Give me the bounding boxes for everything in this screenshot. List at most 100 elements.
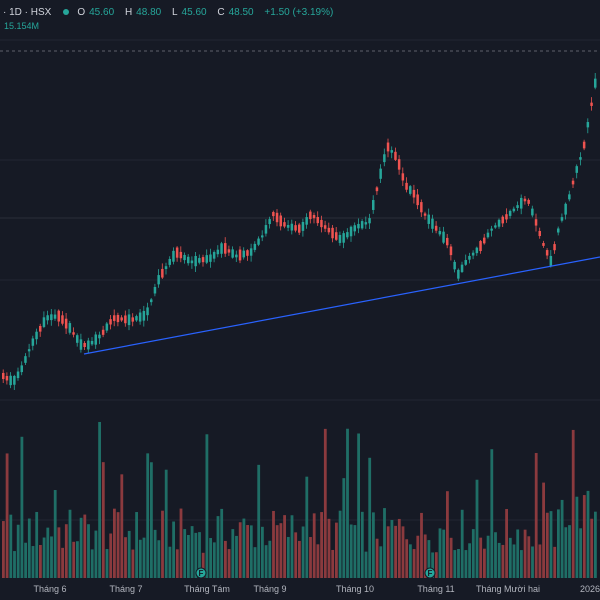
event-badge[interactable]: F [424,567,436,579]
candle[interactable] [309,209,312,224]
candle[interactable] [64,313,68,335]
candle[interactable] [105,321,109,333]
candle[interactable] [312,212,316,224]
candle[interactable] [586,118,590,134]
candle[interactable] [412,184,416,204]
candle[interactable] [542,240,545,248]
candle[interactable] [320,215,323,233]
candle[interactable] [405,177,408,193]
candle[interactable] [31,335,35,351]
candle[interactable] [335,227,338,241]
candle[interactable] [209,248,212,268]
candle[interactable] [394,147,397,162]
candle[interactable] [231,246,234,259]
candle[interactable] [90,337,94,346]
candle[interactable] [94,331,98,349]
candle[interactable] [83,341,86,351]
candle[interactable] [20,361,24,376]
candle[interactable] [175,246,179,262]
candle[interactable] [190,256,194,269]
candle[interactable] [27,343,31,358]
candle[interactable] [198,254,201,265]
candle[interactable] [16,367,20,381]
candle[interactable] [571,177,575,189]
candle[interactable] [76,333,79,347]
candle[interactable] [520,194,523,215]
candle[interactable] [13,374,16,390]
candle[interactable] [101,325,105,338]
candle[interactable] [24,353,27,366]
candle[interactable] [316,211,320,226]
candle[interactable] [183,252,186,264]
candle[interactable] [505,208,508,223]
candle[interactable] [512,206,516,213]
candle[interactable] [249,243,253,262]
candle[interactable] [5,372,9,385]
candle[interactable] [590,97,593,111]
candle[interactable] [494,222,497,229]
candle[interactable] [475,246,479,256]
candle[interactable] [172,247,175,265]
candle[interactable] [582,139,586,151]
candle[interactable] [286,220,290,232]
candle[interactable] [486,229,490,239]
candle[interactable] [531,205,534,218]
candle[interactable] [220,241,223,258]
candle[interactable] [579,152,582,166]
candle[interactable] [501,215,505,228]
candle[interactable] [349,225,353,242]
candle[interactable] [446,233,449,249]
candle[interactable] [290,219,294,235]
candle[interactable] [131,313,135,327]
candle[interactable] [98,331,101,345]
candle[interactable] [242,247,246,260]
candle[interactable] [390,146,394,159]
candle[interactable] [224,237,227,257]
candle[interactable] [423,211,427,220]
candle[interactable] [275,209,279,227]
candle[interactable] [379,164,382,183]
candle[interactable] [46,310,49,325]
candle[interactable] [35,328,38,345]
candle[interactable] [460,261,464,274]
candle[interactable] [523,196,527,205]
candle[interactable] [116,312,120,327]
candle[interactable] [508,209,512,219]
candle[interactable] [261,230,264,242]
candle[interactable] [120,315,123,322]
candle[interactable] [253,241,257,253]
candle[interactable] [490,225,493,237]
candle[interactable] [50,308,53,326]
candle[interactable] [53,309,57,321]
candle[interactable] [305,213,308,229]
candle[interactable] [434,221,438,234]
candle[interactable] [564,202,567,220]
candle[interactable] [187,254,190,266]
candle[interactable] [298,222,301,236]
candle[interactable] [212,250,216,263]
candle[interactable] [453,259,456,273]
candle[interactable] [87,337,90,354]
candle[interactable] [338,231,342,246]
candle[interactable] [153,283,157,297]
candle[interactable] [157,269,160,288]
candle[interactable] [557,226,560,236]
candle[interactable] [409,184,412,196]
candle[interactable] [372,195,375,214]
candle[interactable] [449,243,453,261]
candle[interactable] [279,212,283,231]
candle[interactable] [457,268,460,282]
candle[interactable] [216,245,220,258]
candle[interactable] [342,230,345,249]
candle[interactable] [479,239,482,254]
candle[interactable] [383,148,386,167]
candle[interactable] [549,250,553,268]
candle[interactable] [227,245,231,256]
candle[interactable] [194,252,197,272]
candle[interactable] [238,246,242,264]
candle[interactable] [235,250,238,262]
candle[interactable] [331,225,334,243]
candle[interactable] [113,309,116,327]
candle[interactable] [135,314,138,322]
candle[interactable] [2,369,5,384]
